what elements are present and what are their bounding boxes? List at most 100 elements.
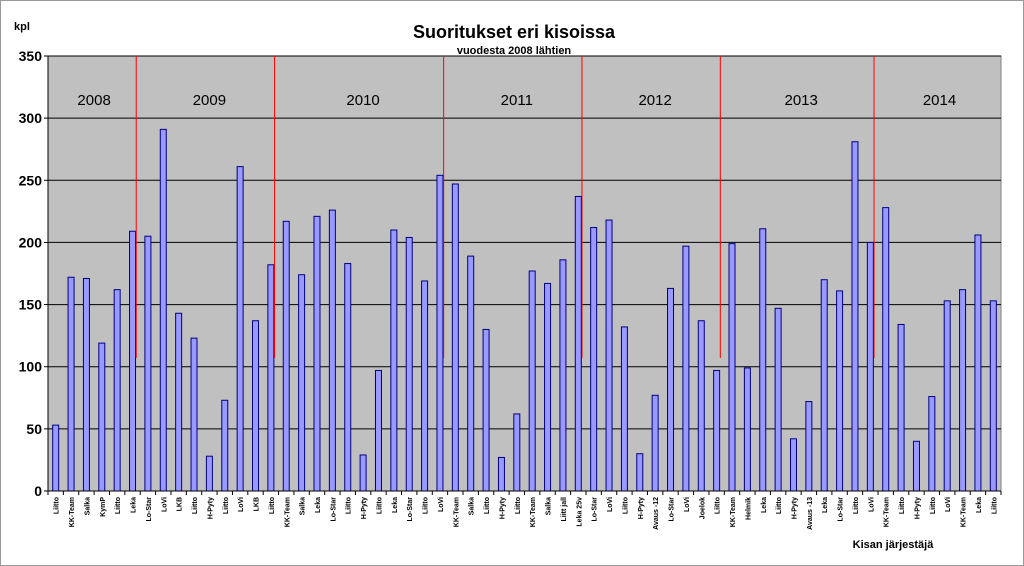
bar	[682, 245, 690, 492]
bar	[974, 234, 982, 492]
x-tick-label: Leka	[315, 497, 322, 513]
x-tick-label: KK-Team	[730, 497, 737, 527]
bar	[866, 241, 874, 492]
x-tick-label: Liitto	[269, 497, 276, 514]
bar	[282, 220, 290, 492]
bar	[359, 454, 367, 492]
x-tick-label: Avaus -13	[807, 497, 814, 530]
x-tick-label: KK-Team	[284, 497, 291, 527]
x-tick-label: Liitto	[715, 497, 722, 514]
x-tick-label: Liitto	[223, 497, 230, 514]
x-tick-label: Salka	[300, 497, 307, 515]
x-tick-label: LoVi	[684, 497, 691, 512]
x-tick-label: LoVi	[945, 497, 952, 512]
bar	[713, 369, 721, 492]
x-tick-label: LKB	[177, 497, 184, 511]
x-tick-label: Leka	[131, 497, 138, 513]
x-tick-label: Lo-Star	[669, 497, 676, 522]
x-tick-label: KK-Team	[530, 497, 537, 527]
bar	[651, 394, 659, 492]
year-label: 2013	[784, 92, 817, 109]
bar	[959, 289, 967, 492]
bar	[559, 259, 567, 492]
x-tick-label: Leka 25v	[576, 497, 583, 527]
x-tick-label: H-Pyty	[638, 497, 645, 519]
bar	[298, 274, 306, 492]
bar	[928, 396, 936, 492]
x-tick-label: Avaus -12	[653, 497, 660, 530]
bar	[728, 243, 736, 492]
x-tick-label: Liitto	[376, 497, 383, 514]
x-tick-label: Liitto	[930, 497, 937, 514]
x-tick-label: Lo-Star	[330, 497, 337, 522]
x-tick-label: H-Pyty	[499, 497, 506, 519]
year-label: 2010	[346, 92, 379, 109]
x-tick-label: Liitto	[115, 497, 122, 514]
x-axis-label: Kisan järjestäjä	[853, 539, 935, 551]
x-tick-label: Joelok	[699, 497, 706, 519]
x-tick-label: Lo-Star	[146, 497, 153, 522]
x-tick-label: Liitto	[484, 497, 491, 514]
bar	[513, 413, 521, 492]
bar	[175, 312, 183, 492]
bar	[989, 300, 997, 492]
bar	[851, 141, 859, 492]
chart-subtitle: vuodesta 2008 lähtien	[457, 45, 572, 57]
x-tick-label: Liitto	[622, 497, 629, 514]
bar	[528, 270, 536, 492]
bar	[52, 424, 60, 492]
y-tick-label: 200	[19, 234, 43, 250]
x-tick-label: Salka	[469, 497, 476, 515]
x-tick-label: Salka	[84, 497, 91, 515]
x-tick-label: LoVi	[868, 497, 875, 512]
bar	[252, 320, 260, 492]
bar	[912, 440, 920, 492]
bar	[820, 279, 828, 492]
y-tick-label: 50	[26, 421, 42, 437]
x-tick-label: H-Pyty	[914, 497, 921, 519]
bar	[836, 290, 844, 492]
bar	[67, 276, 75, 492]
bar	[129, 230, 137, 492]
x-tick-label: LoVi	[607, 497, 614, 512]
y-tick-label: 0	[34, 483, 42, 499]
x-tick-label: Liitto	[423, 497, 430, 514]
y-tick-label: 150	[19, 297, 43, 313]
bar	[328, 209, 336, 492]
bar	[221, 399, 229, 492]
bar	[236, 166, 244, 492]
year-label: 2008	[77, 92, 110, 109]
bar	[205, 455, 213, 492]
bar	[436, 174, 444, 492]
bar	[789, 438, 797, 492]
x-tick-label: Leka	[822, 497, 829, 513]
x-tick-label: Leka	[976, 497, 983, 513]
x-tick-label: KK-Team	[69, 497, 76, 527]
bar	[805, 401, 813, 492]
bar	[267, 264, 275, 492]
x-tick-label: Liitto	[515, 497, 522, 514]
x-tick-label: LoVi	[438, 497, 445, 512]
bar	[544, 282, 552, 492]
bar	[159, 128, 167, 492]
x-tick-label: Liitto	[991, 497, 998, 514]
y-tick-label: 300	[19, 110, 43, 126]
x-tick-label: Lo-Star	[838, 497, 845, 522]
bar	[113, 289, 121, 492]
x-tick-label: H-Pyty	[207, 497, 214, 519]
x-tick-label: H-Pyty	[791, 497, 798, 519]
bar	[344, 263, 352, 492]
bar	[405, 236, 413, 492]
x-tick-label: Liitto	[346, 497, 353, 514]
bar	[697, 320, 705, 492]
bar	[620, 326, 628, 492]
year-label: 2009	[193, 92, 226, 109]
x-tick-label: LKB	[254, 497, 261, 511]
bar	[497, 456, 505, 492]
bar	[190, 337, 198, 492]
bar	[605, 219, 613, 492]
bar	[144, 235, 152, 492]
bar	[390, 229, 398, 492]
y-tick-label: 100	[19, 359, 43, 375]
